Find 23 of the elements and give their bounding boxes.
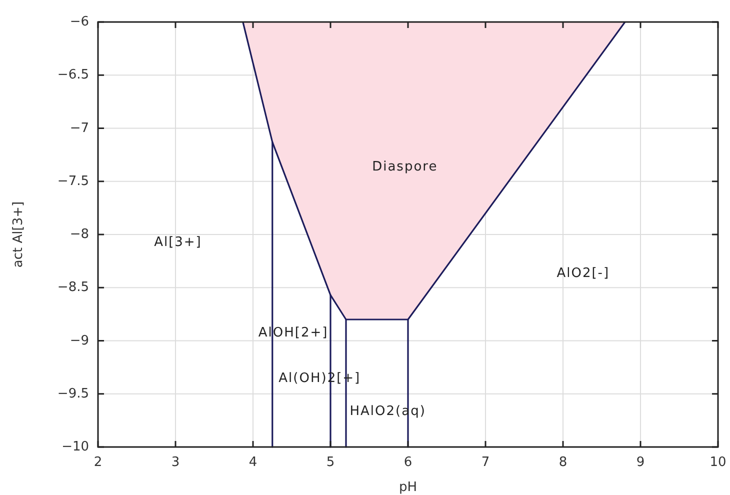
annotation: Diaspore: [372, 159, 438, 174]
y-tick-label: −7.5: [57, 174, 89, 189]
y-tick-label: −8: [70, 227, 89, 242]
y-tick-label: −10: [62, 440, 89, 454]
annotation: AlO2[-]: [556, 265, 610, 280]
x-tick-label: 2: [94, 455, 102, 470]
y-tick-label: −9: [70, 333, 89, 348]
y-tick-label: −7: [70, 120, 89, 136]
y-tick-label: −6.5: [57, 68, 89, 83]
y-tick-label: −6: [70, 14, 89, 30]
x-tick-label: 10: [710, 455, 726, 470]
x-tick-label: 4: [248, 455, 258, 470]
x-axis-title: pH: [398, 480, 418, 495]
x-tick-label: 7: [481, 455, 490, 470]
x-tick-label: 5: [326, 455, 335, 470]
y-axis-title: act Al[3+]: [11, 201, 26, 268]
y-tick-label: −8.5: [57, 280, 89, 296]
x-tick-label: 8: [558, 455, 568, 470]
annotation: Al[3+]: [154, 234, 202, 250]
x-tick-label: 3: [171, 455, 180, 470]
y-tick-label: −9.5: [57, 386, 89, 402]
x-tick-label: 6: [404, 455, 412, 470]
x-tick-label: 9: [636, 455, 645, 470]
